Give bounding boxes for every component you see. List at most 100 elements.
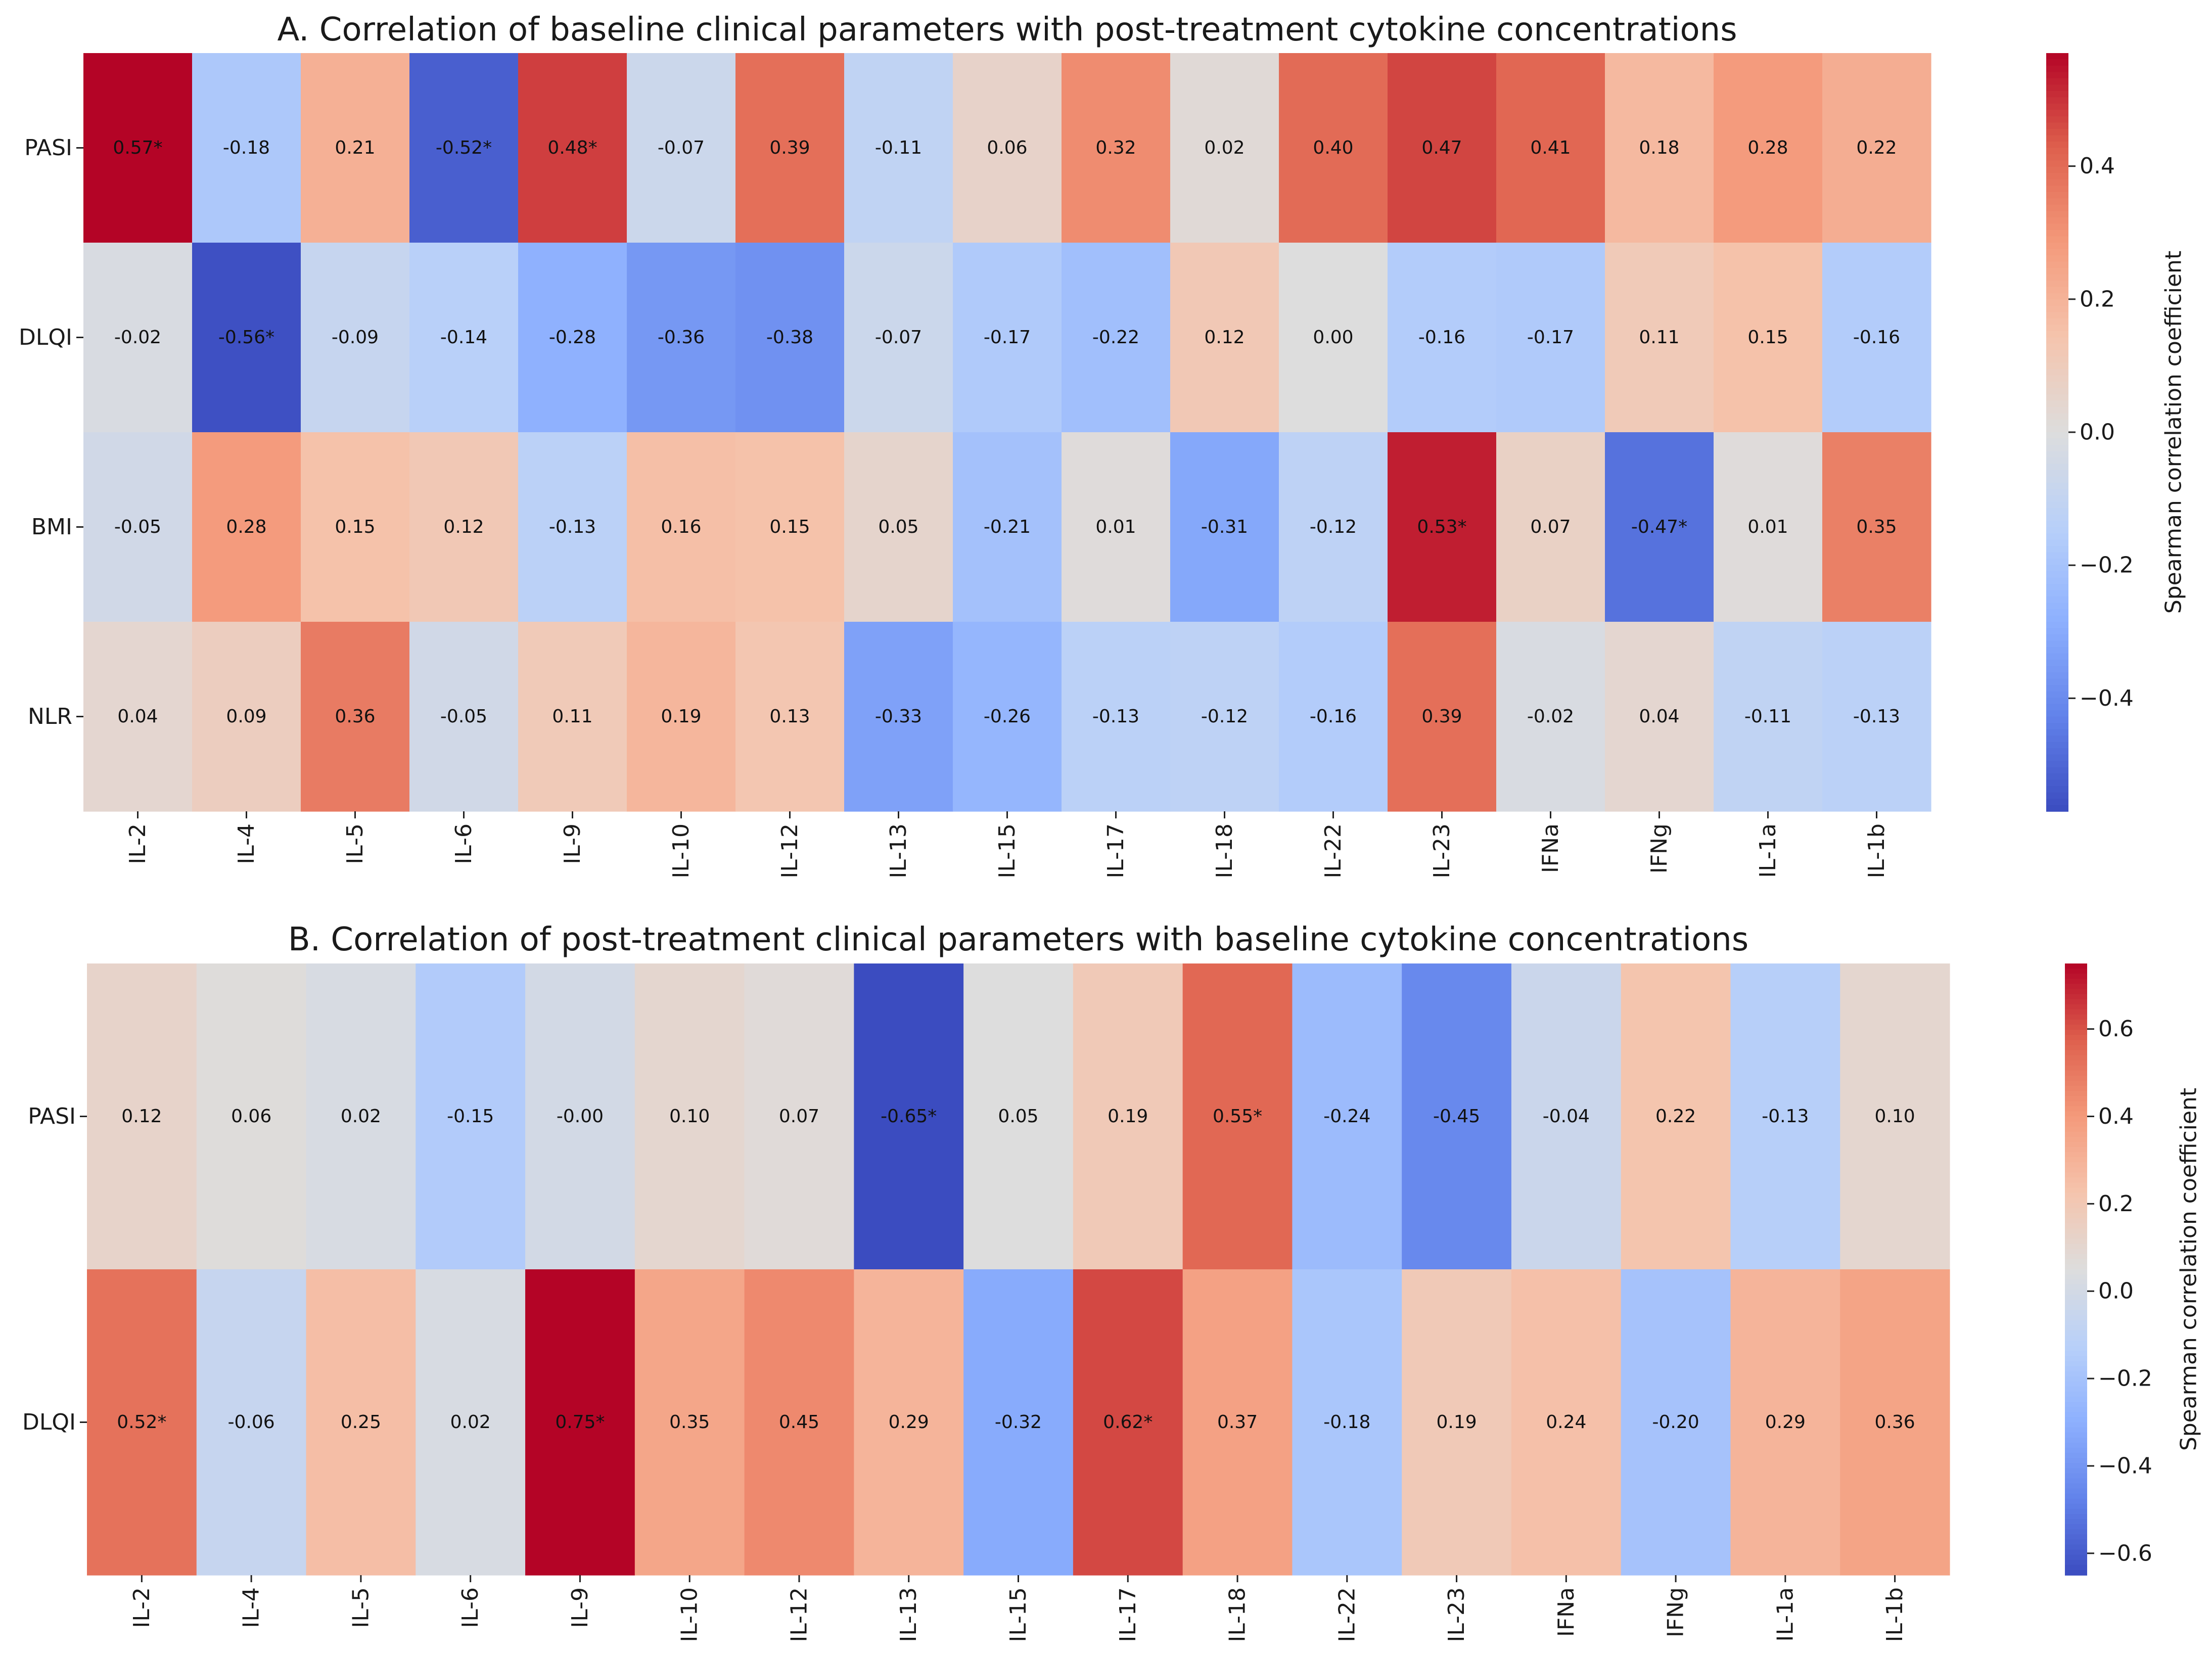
colorbar-segment — [2065, 1295, 2087, 1301]
cell-label-dlqi-il-1b: -0.16 — [1853, 327, 1900, 348]
cell-nlr-il-23 — [1388, 622, 1497, 812]
colorbar-segment — [2046, 268, 2068, 275]
col-label-il-15: IL-15 — [994, 823, 1020, 879]
col-label-il-22: IL-22 — [1334, 1587, 1360, 1642]
cell-pasi-ifng — [1621, 963, 1731, 1270]
colorbar-segment — [2046, 792, 2068, 799]
cell-label-pasi-ifng: 0.22 — [1655, 1106, 1696, 1127]
cell-nlr-il-17 — [1062, 622, 1171, 812]
colorbar-segment — [2046, 211, 2068, 218]
colorbar-segment — [2065, 1167, 2087, 1173]
cell-nlr-il-1b — [1822, 622, 1931, 812]
row-label-pasi: PASI — [28, 1104, 76, 1129]
colorbar-segment — [2046, 192, 2068, 199]
cell-pasi-il-12 — [744, 963, 854, 1270]
colorbar-segment — [2046, 299, 2068, 306]
panel-a-heatmap: A. Correlation of baseline clinical para… — [19, 11, 2187, 879]
colorbar-segment — [2065, 1116, 2087, 1122]
cell-label-pasi-il-22: -0.24 — [1323, 1106, 1370, 1127]
colorbar-segment — [2065, 1141, 2087, 1147]
cell-pasi-il-18 — [1170, 53, 1279, 243]
colorbar-segment — [2065, 1259, 2087, 1265]
colorbar-segment — [2065, 974, 2087, 980]
cell-label-nlr-il-18: -0.12 — [1201, 706, 1248, 727]
colorbar-segment — [2046, 596, 2068, 604]
colorbar-segment — [2046, 438, 2068, 445]
cell-nlr-il-5 — [301, 622, 410, 812]
colorbar-segment — [2046, 805, 2068, 812]
cell-dlqi-il-23 — [1388, 243, 1497, 433]
cell-dlqi-ifng — [1621, 1269, 1731, 1576]
colorbar-segment — [2065, 1030, 2087, 1035]
colorbar-segment — [2046, 306, 2068, 313]
colorbar-segment — [2065, 1371, 2087, 1377]
colorbar-tick-label: 0.0 — [2080, 420, 2115, 445]
colorbar-segment — [2046, 451, 2068, 458]
colorbar-segment — [2046, 539, 2068, 546]
colorbar-segment — [2065, 1330, 2087, 1336]
colorbar-segment — [2046, 205, 2068, 212]
cell-pasi-il-22 — [1292, 963, 1402, 1270]
cell-nlr-ifna — [1496, 622, 1605, 812]
colorbar-segment — [2065, 1508, 2087, 1514]
cell-nlr-il-6 — [409, 622, 519, 812]
colorbar-segment — [2065, 1549, 2087, 1555]
cell-pasi-il-17 — [1073, 963, 1183, 1270]
colorbar-segment — [2065, 1539, 2087, 1545]
col-label-il-23: IL-23 — [1429, 823, 1455, 879]
cell-nlr-il-15 — [953, 622, 1062, 812]
cell-label-pasi-il-2: 0.57* — [113, 137, 162, 158]
colorbar-segment — [2065, 1233, 2087, 1239]
cell-dlqi-il-18 — [1170, 243, 1279, 433]
colorbar-segment — [2046, 369, 2068, 376]
chart-title: B. Correlation of post-treatment clinica… — [288, 921, 1748, 958]
colorbar-segment — [2046, 773, 2068, 780]
colorbar-segment — [2065, 1554, 2087, 1560]
colorbar-segment — [2046, 318, 2068, 326]
colorbar-tick-label: 0.4 — [2098, 1104, 2134, 1129]
colorbar-segment — [2065, 1336, 2087, 1341]
colorbar-tick-label: 0.4 — [2080, 153, 2115, 179]
cell-pasi-il-9 — [525, 963, 635, 1270]
colorbar-segment — [2065, 1223, 2087, 1229]
colorbar-segment — [2065, 1529, 2087, 1535]
colorbar-segment — [2065, 994, 2087, 1000]
colorbar-segment — [2046, 110, 2068, 117]
colorbar-segment — [2065, 1442, 2087, 1448]
cell-nlr-il-12 — [735, 622, 845, 812]
row-label-dlqi: DLQI — [19, 325, 72, 350]
cell-label-dlqi-il-2: -0.02 — [114, 327, 161, 348]
cell-label-nlr-il-1b: -0.13 — [1853, 706, 1900, 727]
cell-nlr-ifng — [1605, 622, 1714, 812]
cell-dlqi-il-6 — [409, 243, 519, 433]
cell-dlqi-il-9 — [518, 243, 627, 433]
cell-label-bmi-il-2: -0.05 — [114, 517, 161, 537]
colorbar-segment — [2046, 350, 2068, 357]
cell-label-dlqi-il-23: -0.16 — [1418, 327, 1465, 348]
cell-label-dlqi-ifna: 0.24 — [1546, 1412, 1586, 1433]
cell-pasi-il-23 — [1388, 53, 1497, 243]
cell-label-dlqi-il-5: 0.25 — [341, 1412, 381, 1433]
colorbar-segment — [2046, 698, 2068, 705]
cell-label-dlqi-il-22: -0.18 — [1323, 1412, 1370, 1433]
colorbar-segment — [2046, 565, 2068, 572]
cell-pasi-il-23 — [1402, 963, 1512, 1270]
cell-label-dlqi-il-1b: 0.36 — [1875, 1412, 1915, 1433]
colorbar-tick-label: −0.4 — [2098, 1453, 2152, 1479]
cell-pasi-il-12 — [735, 53, 845, 243]
cell-pasi-il-15 — [953, 53, 1062, 243]
cell-nlr-il-22 — [1279, 622, 1388, 812]
col-label-il-9: IL-9 — [567, 1587, 593, 1628]
colorbar-segment — [2065, 1392, 2087, 1397]
colorbar-segment — [2065, 1356, 2087, 1362]
cell-bmi-il-5 — [301, 432, 410, 622]
colorbar-segment — [2065, 1463, 2087, 1469]
cell-dlqi-il-17 — [1062, 243, 1171, 433]
colorbar-segment — [2046, 710, 2068, 717]
colorbar-segment — [2065, 1570, 2087, 1576]
colorbar-segment — [2065, 1453, 2087, 1458]
col-label-il-13: IL-13 — [886, 823, 911, 879]
cell-label-dlqi-il-4: -0.06 — [228, 1412, 275, 1433]
cell-label-nlr-il-9: 0.11 — [552, 706, 592, 727]
colorbar-segment — [2065, 1060, 2087, 1066]
